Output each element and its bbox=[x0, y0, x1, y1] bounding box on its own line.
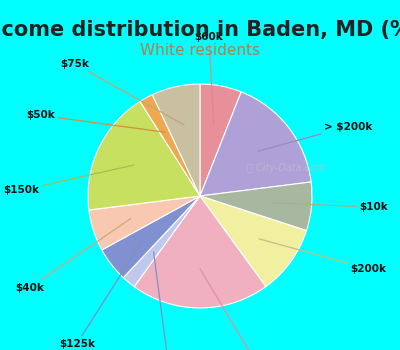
Text: $30k: $30k bbox=[154, 252, 183, 350]
Wedge shape bbox=[140, 94, 200, 196]
Text: $75k: $75k bbox=[60, 59, 184, 125]
Wedge shape bbox=[88, 102, 200, 210]
Wedge shape bbox=[200, 92, 311, 196]
Wedge shape bbox=[200, 84, 241, 196]
Wedge shape bbox=[102, 196, 200, 278]
Wedge shape bbox=[123, 196, 200, 287]
Text: $100k: $100k bbox=[200, 269, 276, 350]
Text: Income distribution in Baden, MD (%): Income distribution in Baden, MD (%) bbox=[0, 20, 400, 40]
Wedge shape bbox=[152, 84, 200, 196]
Text: $60k: $60k bbox=[194, 32, 223, 125]
Wedge shape bbox=[89, 196, 200, 250]
Wedge shape bbox=[200, 182, 312, 231]
Text: $10k: $10k bbox=[272, 202, 388, 212]
Text: White residents: White residents bbox=[140, 43, 260, 58]
Text: $200k: $200k bbox=[259, 239, 386, 274]
Text: $150k: $150k bbox=[3, 165, 134, 195]
Text: $125k: $125k bbox=[59, 240, 142, 349]
Wedge shape bbox=[200, 196, 306, 287]
Text: $40k: $40k bbox=[15, 218, 131, 293]
Text: > $200k: > $200k bbox=[258, 121, 372, 152]
Wedge shape bbox=[134, 196, 266, 308]
Text: Ⓜ City-Data.com: Ⓜ City-Data.com bbox=[247, 163, 326, 173]
Text: $50k: $50k bbox=[26, 110, 165, 132]
